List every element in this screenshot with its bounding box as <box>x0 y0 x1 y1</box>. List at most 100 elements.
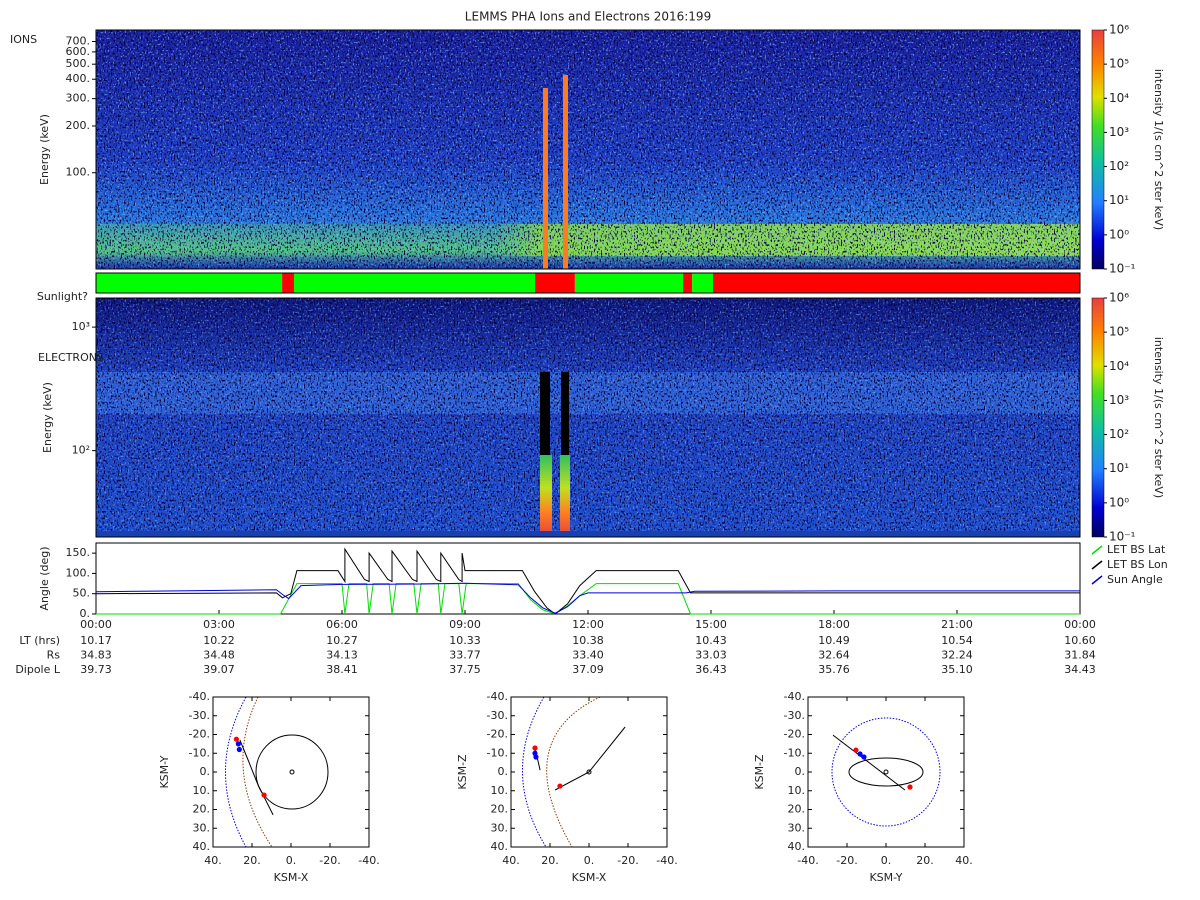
spectrogram-burst <box>560 455 570 537</box>
point <box>907 784 913 790</box>
row-value: 10.22 <box>203 634 235 647</box>
row-value: 37.09 <box>572 663 604 676</box>
x-tick-label: 40. <box>502 854 520 867</box>
row-value: 10.33 <box>449 634 481 647</box>
colorbar-tick-label: 10³ <box>1109 125 1129 139</box>
row-value: 34.43 <box>1064 663 1096 676</box>
x-tick-label: 20. <box>541 854 559 867</box>
y-axis-label: KSM-Z <box>456 754 469 790</box>
y-tick-label: 100. <box>66 566 91 579</box>
y-tick-label: -20. <box>487 728 508 741</box>
x-axis-label: KSM-Y <box>869 871 902 884</box>
panel-label: ELECTRONS <box>38 351 104 364</box>
colorbar-tick-label: 10⁴ <box>1109 91 1129 105</box>
y-tick-label: -20. <box>784 728 805 741</box>
colorbar <box>1091 29 1105 270</box>
colorbar-tick-label: 10⁶ <box>1109 291 1129 305</box>
y-tick-label: 30. <box>788 821 806 834</box>
x-tick-label: 06:00 <box>326 618 358 631</box>
y-tick-label: 30. <box>491 821 509 834</box>
status-segment <box>574 273 684 293</box>
panel-frame <box>95 29 1081 270</box>
colorbar <box>1091 297 1105 538</box>
row-value: 10.54 <box>941 634 973 647</box>
boundary-group <box>522 696 601 848</box>
x-tick-label: 03:00 <box>203 618 235 631</box>
point <box>235 741 241 747</box>
status-segment <box>282 273 295 293</box>
legend-label: Sun Angle <box>1107 573 1163 586</box>
y-tick-label: 40. <box>788 840 806 853</box>
colorbar-label: intensity 1/(s cm^2 ster keV) <box>1152 337 1165 498</box>
point <box>861 754 867 760</box>
legend-swatch <box>1091 545 1103 555</box>
panel-label: IONS <box>10 33 37 46</box>
trajectory <box>554 726 626 791</box>
bow-shock <box>831 717 941 827</box>
y-tick-label: 700. <box>66 34 91 47</box>
x-tick-label: 12:00 <box>572 618 604 631</box>
bow-shock <box>522 696 547 848</box>
y-tick-label: 0. <box>80 607 91 620</box>
panel-frame <box>212 696 370 848</box>
y-tick-label: 500. <box>66 57 91 70</box>
x-tick-label: 18:00 <box>818 618 850 631</box>
x-tick-label: 40. <box>204 854 222 867</box>
panel-frame <box>807 696 965 848</box>
colorbar-tick-label: 10³ <box>1109 393 1129 407</box>
row-value: 31.84 <box>1064 649 1096 662</box>
y-axis-label: KSM-Z <box>753 754 766 790</box>
x-tick-label: -20. <box>319 854 340 867</box>
point <box>857 751 863 757</box>
colorbar-tick-label: 10¹ <box>1109 461 1129 475</box>
colorbar-tick-label: 10⁶ <box>1109 23 1129 37</box>
point <box>853 747 859 753</box>
y-tick-label: -10. <box>784 746 805 759</box>
row-value: 32.64 <box>818 649 850 662</box>
y-tick-label: 30. <box>193 821 211 834</box>
legend-swatch <box>1091 575 1103 585</box>
y-tick-label: 100. <box>66 166 91 179</box>
row-value: 10.60 <box>1064 634 1096 647</box>
point <box>233 736 239 742</box>
x-tick-label: -20. <box>836 854 857 867</box>
x-tick-label: -20. <box>617 854 638 867</box>
boundary-group <box>225 696 329 848</box>
y-tick-label: 50. <box>73 587 91 600</box>
y-tick-label: 200. <box>66 119 91 132</box>
row-value: 36.43 <box>695 663 727 676</box>
point <box>236 746 242 753</box>
status-segment <box>535 273 575 293</box>
y-axis-label: Energy (keV) <box>41 382 54 453</box>
series-line <box>95 547 1080 615</box>
legend-swatch <box>1091 560 1103 570</box>
row-value: 10.49 <box>818 634 850 647</box>
spectrogram-burst <box>540 455 552 537</box>
colorbar-tick-label: 10⁵ <box>1109 325 1129 339</box>
x-tick-label: 0. <box>584 854 595 867</box>
colorbar-tick-label: 10⁴ <box>1109 359 1129 373</box>
x-tick-label: 15:00 <box>695 618 727 631</box>
point <box>261 792 267 798</box>
y-tick-label: 10² <box>72 444 90 457</box>
y-tick-label: 10. <box>491 784 509 797</box>
spectrogram-floor <box>96 531 1080 537</box>
row-value: 10.38 <box>572 634 604 647</box>
colorbar-tick-label: 10⁰ <box>1109 227 1129 241</box>
x-tick-label: 00:00 <box>80 618 112 631</box>
x-tick-label: 09:00 <box>449 618 481 631</box>
y-tick-label: 10³ <box>72 320 90 333</box>
row-value: 39.07 <box>203 663 235 676</box>
row-value: 37.75 <box>449 663 481 676</box>
orbit-ellipse <box>255 734 329 810</box>
y-tick-label: 20. <box>193 803 211 816</box>
x-tick-label: 20. <box>243 854 261 867</box>
y-tick-label: -40. <box>189 690 210 703</box>
row-value: 34.48 <box>203 649 235 662</box>
colorbar-tick-label: 10² <box>1109 427 1129 441</box>
spectrogram-burst <box>563 75 568 269</box>
row-value: 34.13 <box>326 649 358 662</box>
chart-title: LEMMS PHA Ions and Electrons 2016:199 <box>465 10 711 24</box>
spectrogram-noise <box>96 298 1080 537</box>
